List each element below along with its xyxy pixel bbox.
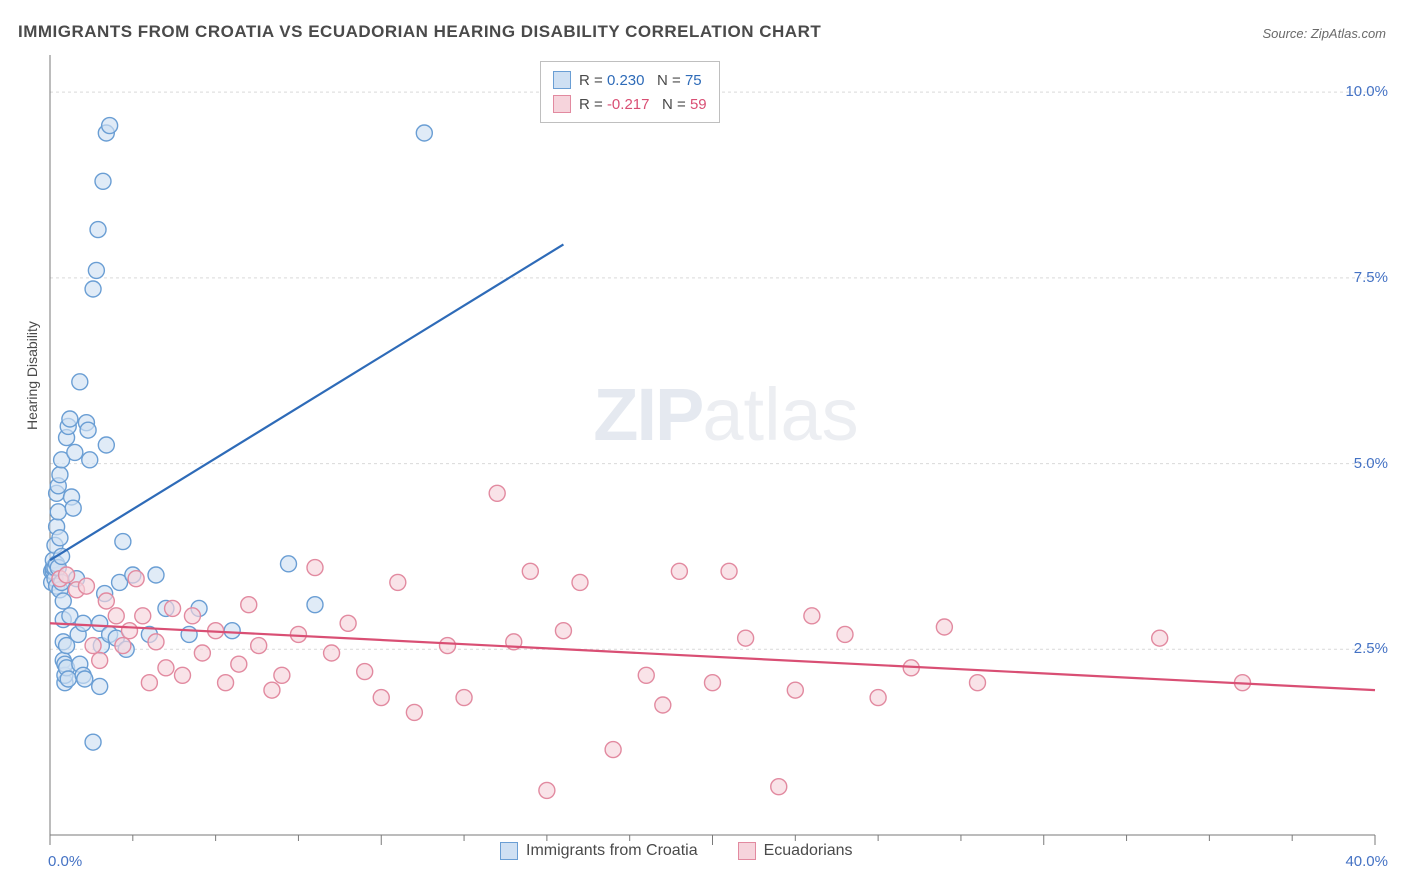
series-legend-item: Immigrants from Croatia <box>500 842 698 860</box>
legend-swatch <box>553 71 571 89</box>
y-tick-label: 7.5% <box>1354 269 1388 286</box>
x-tick-label: 40.0% <box>1345 853 1388 870</box>
legend-stats: R = -0.217 N = 59 <box>579 96 707 113</box>
y-tick-label: 2.5% <box>1354 640 1388 657</box>
x-tick-label: 0.0% <box>48 853 82 870</box>
series-legend-label: Immigrants from Croatia <box>526 842 698 860</box>
legend-swatch <box>553 95 571 113</box>
legend-swatch <box>500 842 518 860</box>
y-tick-label: 10.0% <box>1345 83 1388 100</box>
series-legend-item: Ecuadorians <box>738 842 853 860</box>
series-legend-label: Ecuadorians <box>764 842 853 860</box>
legend-swatch <box>738 842 756 860</box>
y-tick-label: 5.0% <box>1354 455 1388 472</box>
legend-row: R = 0.230 N = 75 <box>553 68 707 92</box>
legend-stats: R = 0.230 N = 75 <box>579 72 702 89</box>
scatter-chart <box>0 0 1406 892</box>
series-legend: Immigrants from Croatia Ecuadorians <box>500 842 853 860</box>
correlation-legend: R = 0.230 N = 75 R = -0.217 N = 59 <box>540 61 720 123</box>
legend-row: R = -0.217 N = 59 <box>553 92 707 116</box>
